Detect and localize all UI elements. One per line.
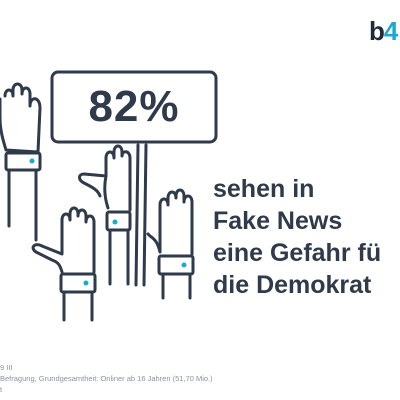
sign-percentage: 82% [88, 82, 180, 131]
brand-logo: b4 [369, 16, 399, 47]
logo-prefix: b [369, 16, 385, 46]
logo-accent: 4 [383, 16, 399, 46]
raised-hand-icon [146, 188, 195, 300]
source-footnote: 9 III Befragung, Grundgesamtheit: Online… [0, 362, 213, 395]
protest-sign-icon [50, 70, 218, 287]
headline-line: sehen in [213, 175, 315, 203]
raised-hand-icon [31, 206, 97, 322]
headline-text: sehen in Fake News eine Gefahr fü die De… [213, 173, 381, 301]
footnote-line: t [0, 385, 3, 394]
footnote-line: 9 III [0, 363, 13, 372]
raised-hand-icon [78, 144, 132, 286]
headline-line: eine Gefahr fü [213, 239, 382, 267]
headline-line: Fake News [213, 207, 343, 235]
footnote-line: Befragung, Grundgesamtheit: Onliner ab 1… [0, 374, 213, 383]
raised-hand-icon [0, 82, 42, 242]
headline-line: die Demokrat [213, 271, 372, 299]
